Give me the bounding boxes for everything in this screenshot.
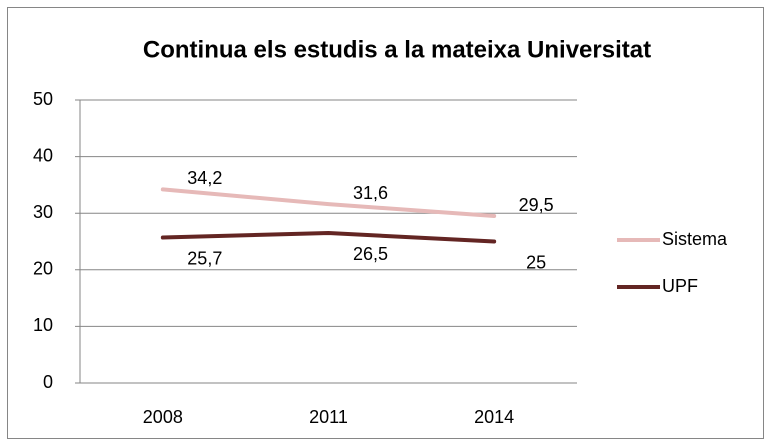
data-label: 25,7 bbox=[187, 248, 222, 268]
chart-border bbox=[7, 7, 764, 439]
y-tick-label: 30 bbox=[33, 202, 53, 222]
data-label: 34,2 bbox=[187, 168, 222, 188]
series-line bbox=[160, 187, 497, 219]
legend-label: UPF bbox=[662, 276, 698, 296]
y-tick-label: 50 bbox=[33, 89, 53, 109]
data-label: 31,6 bbox=[353, 183, 388, 203]
x-tick-label: 2011 bbox=[309, 407, 348, 427]
y-tick-label: 20 bbox=[33, 259, 53, 279]
legend-label: Sistema bbox=[662, 229, 728, 249]
y-tick-label: 10 bbox=[33, 315, 53, 335]
y-tick-label: 40 bbox=[33, 145, 53, 165]
x-tick-label: 2008 bbox=[143, 407, 183, 427]
data-label: 25 bbox=[526, 252, 546, 272]
data-label: 26,5 bbox=[353, 244, 388, 264]
series-line bbox=[160, 231, 497, 244]
data-label: 29,5 bbox=[519, 195, 554, 215]
chart-title: Continua els estudis a la mateixa Univer… bbox=[143, 36, 651, 63]
y-tick-label: 0 bbox=[43, 372, 53, 392]
x-tick-label: 2014 bbox=[474, 407, 514, 427]
